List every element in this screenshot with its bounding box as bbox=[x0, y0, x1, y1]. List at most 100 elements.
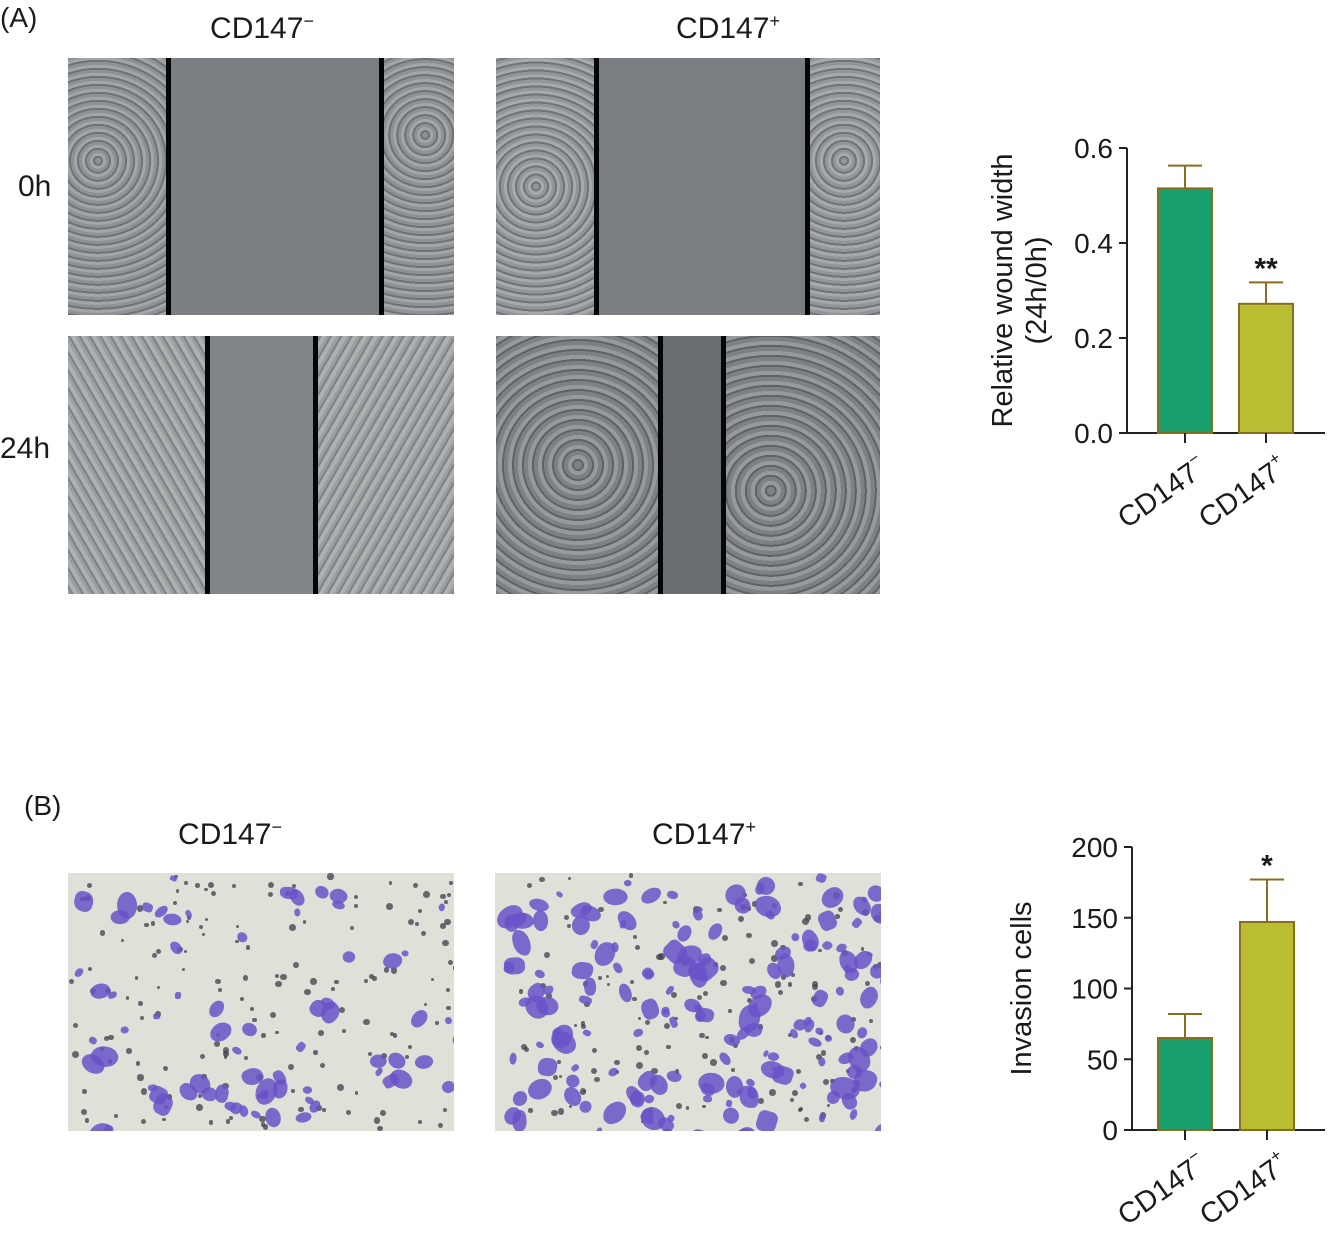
membrane-pore bbox=[412, 883, 418, 889]
membrane-pore bbox=[364, 978, 369, 983]
membrane-pore bbox=[826, 1104, 830, 1108]
membrane-pore bbox=[423, 891, 430, 898]
membrane-pore bbox=[758, 1098, 764, 1105]
membrane-pore bbox=[797, 1107, 802, 1112]
membrane-pore bbox=[252, 1017, 258, 1023]
membrane-pore bbox=[390, 967, 398, 974]
stained-invasive-cell bbox=[770, 1063, 796, 1087]
stained-invasive-cell bbox=[236, 932, 248, 943]
membrane-pore bbox=[656, 953, 663, 961]
membrane-pore bbox=[442, 940, 449, 947]
stained-invasive-cell bbox=[141, 901, 155, 914]
membrane-pore bbox=[823, 1079, 830, 1086]
panel-a-label: (A) bbox=[0, 2, 38, 33]
stained-invasive-cell bbox=[872, 1121, 881, 1131]
membrane-pore bbox=[701, 1052, 708, 1059]
membrane-pore bbox=[407, 1045, 412, 1050]
membrane-pore bbox=[162, 1117, 166, 1122]
membrane-pore bbox=[540, 982, 547, 989]
membrane-pore bbox=[214, 1040, 221, 1047]
stained-invasive-cell bbox=[666, 1069, 684, 1083]
stained-invasive-cell bbox=[817, 1113, 826, 1123]
stained-invasive-cell bbox=[606, 1066, 620, 1079]
stained-invasive-cell bbox=[600, 1099, 629, 1126]
bar-cd147-negative bbox=[1157, 1037, 1213, 1131]
membrane-pore bbox=[268, 882, 275, 889]
stained-invasive-cell bbox=[612, 961, 624, 975]
wound-edge-line bbox=[594, 58, 599, 315]
membrane-pore bbox=[860, 947, 864, 951]
membrane-pore bbox=[696, 995, 702, 1001]
membrane-pore bbox=[651, 1067, 658, 1075]
membrane-pore bbox=[207, 882, 214, 889]
stained-invasive-cell bbox=[107, 991, 118, 999]
membrane-pore bbox=[368, 973, 375, 979]
stained-invasive-cell bbox=[809, 987, 831, 1010]
stained-invasive-cell bbox=[854, 984, 881, 1012]
membrane-pore bbox=[569, 1105, 573, 1109]
membrane-pore bbox=[521, 1043, 528, 1050]
micrograph-24h-cd147-positive bbox=[496, 336, 880, 594]
membrane-pore bbox=[338, 1007, 345, 1014]
membrane-pore bbox=[181, 967, 186, 972]
membrane-pore bbox=[543, 951, 551, 959]
membrane-pore bbox=[373, 1116, 381, 1124]
stained-invasive-cell bbox=[386, 1065, 416, 1094]
stained-invasive-cell bbox=[815, 908, 839, 934]
membrane-pore bbox=[138, 1001, 144, 1006]
wound-edge-line bbox=[379, 58, 384, 315]
membrane-pore bbox=[217, 988, 222, 993]
membrane-pore bbox=[702, 1104, 707, 1109]
panel-a-column-label-negative: CD147− bbox=[210, 11, 314, 45]
stained-invasive-cell bbox=[716, 1050, 733, 1067]
stained-invasive-cell bbox=[877, 1079, 881, 1090]
membrane-pore bbox=[80, 1109, 87, 1116]
stained-invasive-cell bbox=[293, 1110, 312, 1125]
stained-invasive-cell bbox=[754, 1108, 780, 1131]
membrane-pore bbox=[551, 1110, 558, 1117]
membrane-pore bbox=[185, 919, 190, 923]
y-tick-label: 0 bbox=[1102, 1115, 1118, 1146]
membrane-pore bbox=[372, 976, 377, 981]
stained-invasive-cell bbox=[174, 991, 182, 999]
membrane-pore bbox=[404, 1054, 410, 1059]
membrane-pore bbox=[287, 1063, 295, 1071]
membrane-pore bbox=[850, 1036, 857, 1043]
membrane-pore bbox=[156, 949, 162, 955]
stained-invasive-cell bbox=[666, 889, 680, 901]
membrane-pore bbox=[223, 1055, 227, 1059]
membrane-pore bbox=[557, 1060, 561, 1064]
membrane-pore bbox=[563, 915, 569, 921]
membrane-pore bbox=[746, 997, 752, 1003]
stained-invasive-cell bbox=[511, 929, 531, 956]
stained-invasive-cell bbox=[613, 906, 640, 934]
membrane-pore bbox=[84, 1118, 90, 1123]
membrane-pore bbox=[818, 948, 822, 953]
membrane-pore bbox=[518, 988, 524, 994]
membrane-pore bbox=[539, 876, 545, 882]
membrane-pore bbox=[293, 962, 299, 969]
membrane-pore bbox=[670, 991, 678, 999]
membrane-pore bbox=[598, 906, 604, 912]
panel-a-column-label-positive: CD147+ bbox=[676, 11, 780, 45]
stained-invasive-cell bbox=[579, 1100, 593, 1114]
membrane-pore bbox=[196, 1104, 203, 1111]
y-axis-title: Relative wound width bbox=[987, 153, 1019, 427]
membrane-pore bbox=[453, 966, 454, 970]
membrane-pore bbox=[590, 1067, 598, 1075]
membrane-pore bbox=[243, 1055, 248, 1060]
wound-width-bar-chart: 0.0 0.2 0.4 0.6 CD147− ** CD147+ Relative wound… bbox=[987, 133, 1325, 535]
stained-invasive-cell bbox=[741, 985, 756, 995]
y-tick-label: 0.0 bbox=[1074, 418, 1113, 449]
membrane-pore bbox=[699, 1032, 706, 1039]
stained-invasive-cell bbox=[856, 1026, 868, 1039]
membrane-pore bbox=[448, 960, 454, 966]
membrane-pore bbox=[685, 1105, 690, 1110]
membrane-pore bbox=[558, 1074, 563, 1079]
stained-invasive-cell bbox=[312, 883, 332, 902]
membrane-pore bbox=[137, 1074, 144, 1081]
y-tick-label: 100 bbox=[1071, 974, 1118, 1005]
membrane-pore bbox=[245, 945, 250, 950]
membrane-pore bbox=[444, 899, 448, 904]
significance-marker: * bbox=[1261, 850, 1273, 883]
